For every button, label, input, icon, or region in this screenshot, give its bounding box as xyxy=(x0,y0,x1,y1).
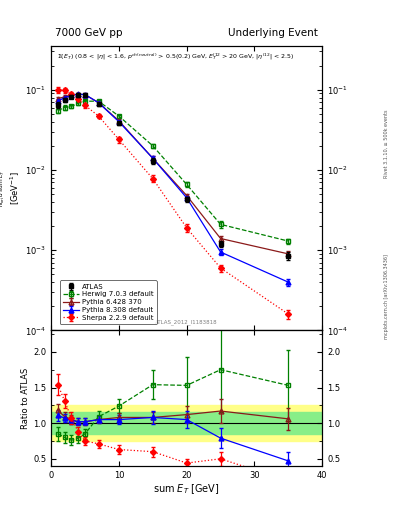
Y-axis label: Ratio to ATLAS: Ratio to ATLAS xyxy=(21,368,30,429)
Text: Underlying Event: Underlying Event xyxy=(228,28,318,38)
X-axis label: sum $E_T$ [GeV]: sum $E_T$ [GeV] xyxy=(153,482,220,496)
Legend: ATLAS, Herwig 7.0.3 default, Pythia 6.428 370, Pythia 8.308 default, Sherpa 2.2.: ATLAS, Herwig 7.0.3 default, Pythia 6.42… xyxy=(60,280,157,324)
Text: $\Sigma(E_T)$ (0.8 < |$\eta$| < 1.6, $p^{ch(neutral)}$ > 0.5(0.2) GeV, $E_T^{l12: $\Sigma(E_T)$ (0.8 < |$\eta$| < 1.6, $p^… xyxy=(57,52,294,62)
Text: 7000 GeV pp: 7000 GeV pp xyxy=(55,28,123,38)
Y-axis label: $\frac{1}{N_\mathsf{ori}} \frac{d\,N_\mathsf{ori}}{d\,\mathsf{sum}\,E_T}$
[GeV$^: $\frac{1}{N_\mathsf{ori}} \frac{d\,N_\ma… xyxy=(0,169,22,207)
Text: ATLAS_2012_I1183818: ATLAS_2012_I1183818 xyxy=(155,319,218,325)
Text: mcplots.cern.ch [arXiv:1306.3436]: mcplots.cern.ch [arXiv:1306.3436] xyxy=(384,254,389,339)
Text: Rivet 3.1.10, ≥ 500k events: Rivet 3.1.10, ≥ 500k events xyxy=(384,109,389,178)
